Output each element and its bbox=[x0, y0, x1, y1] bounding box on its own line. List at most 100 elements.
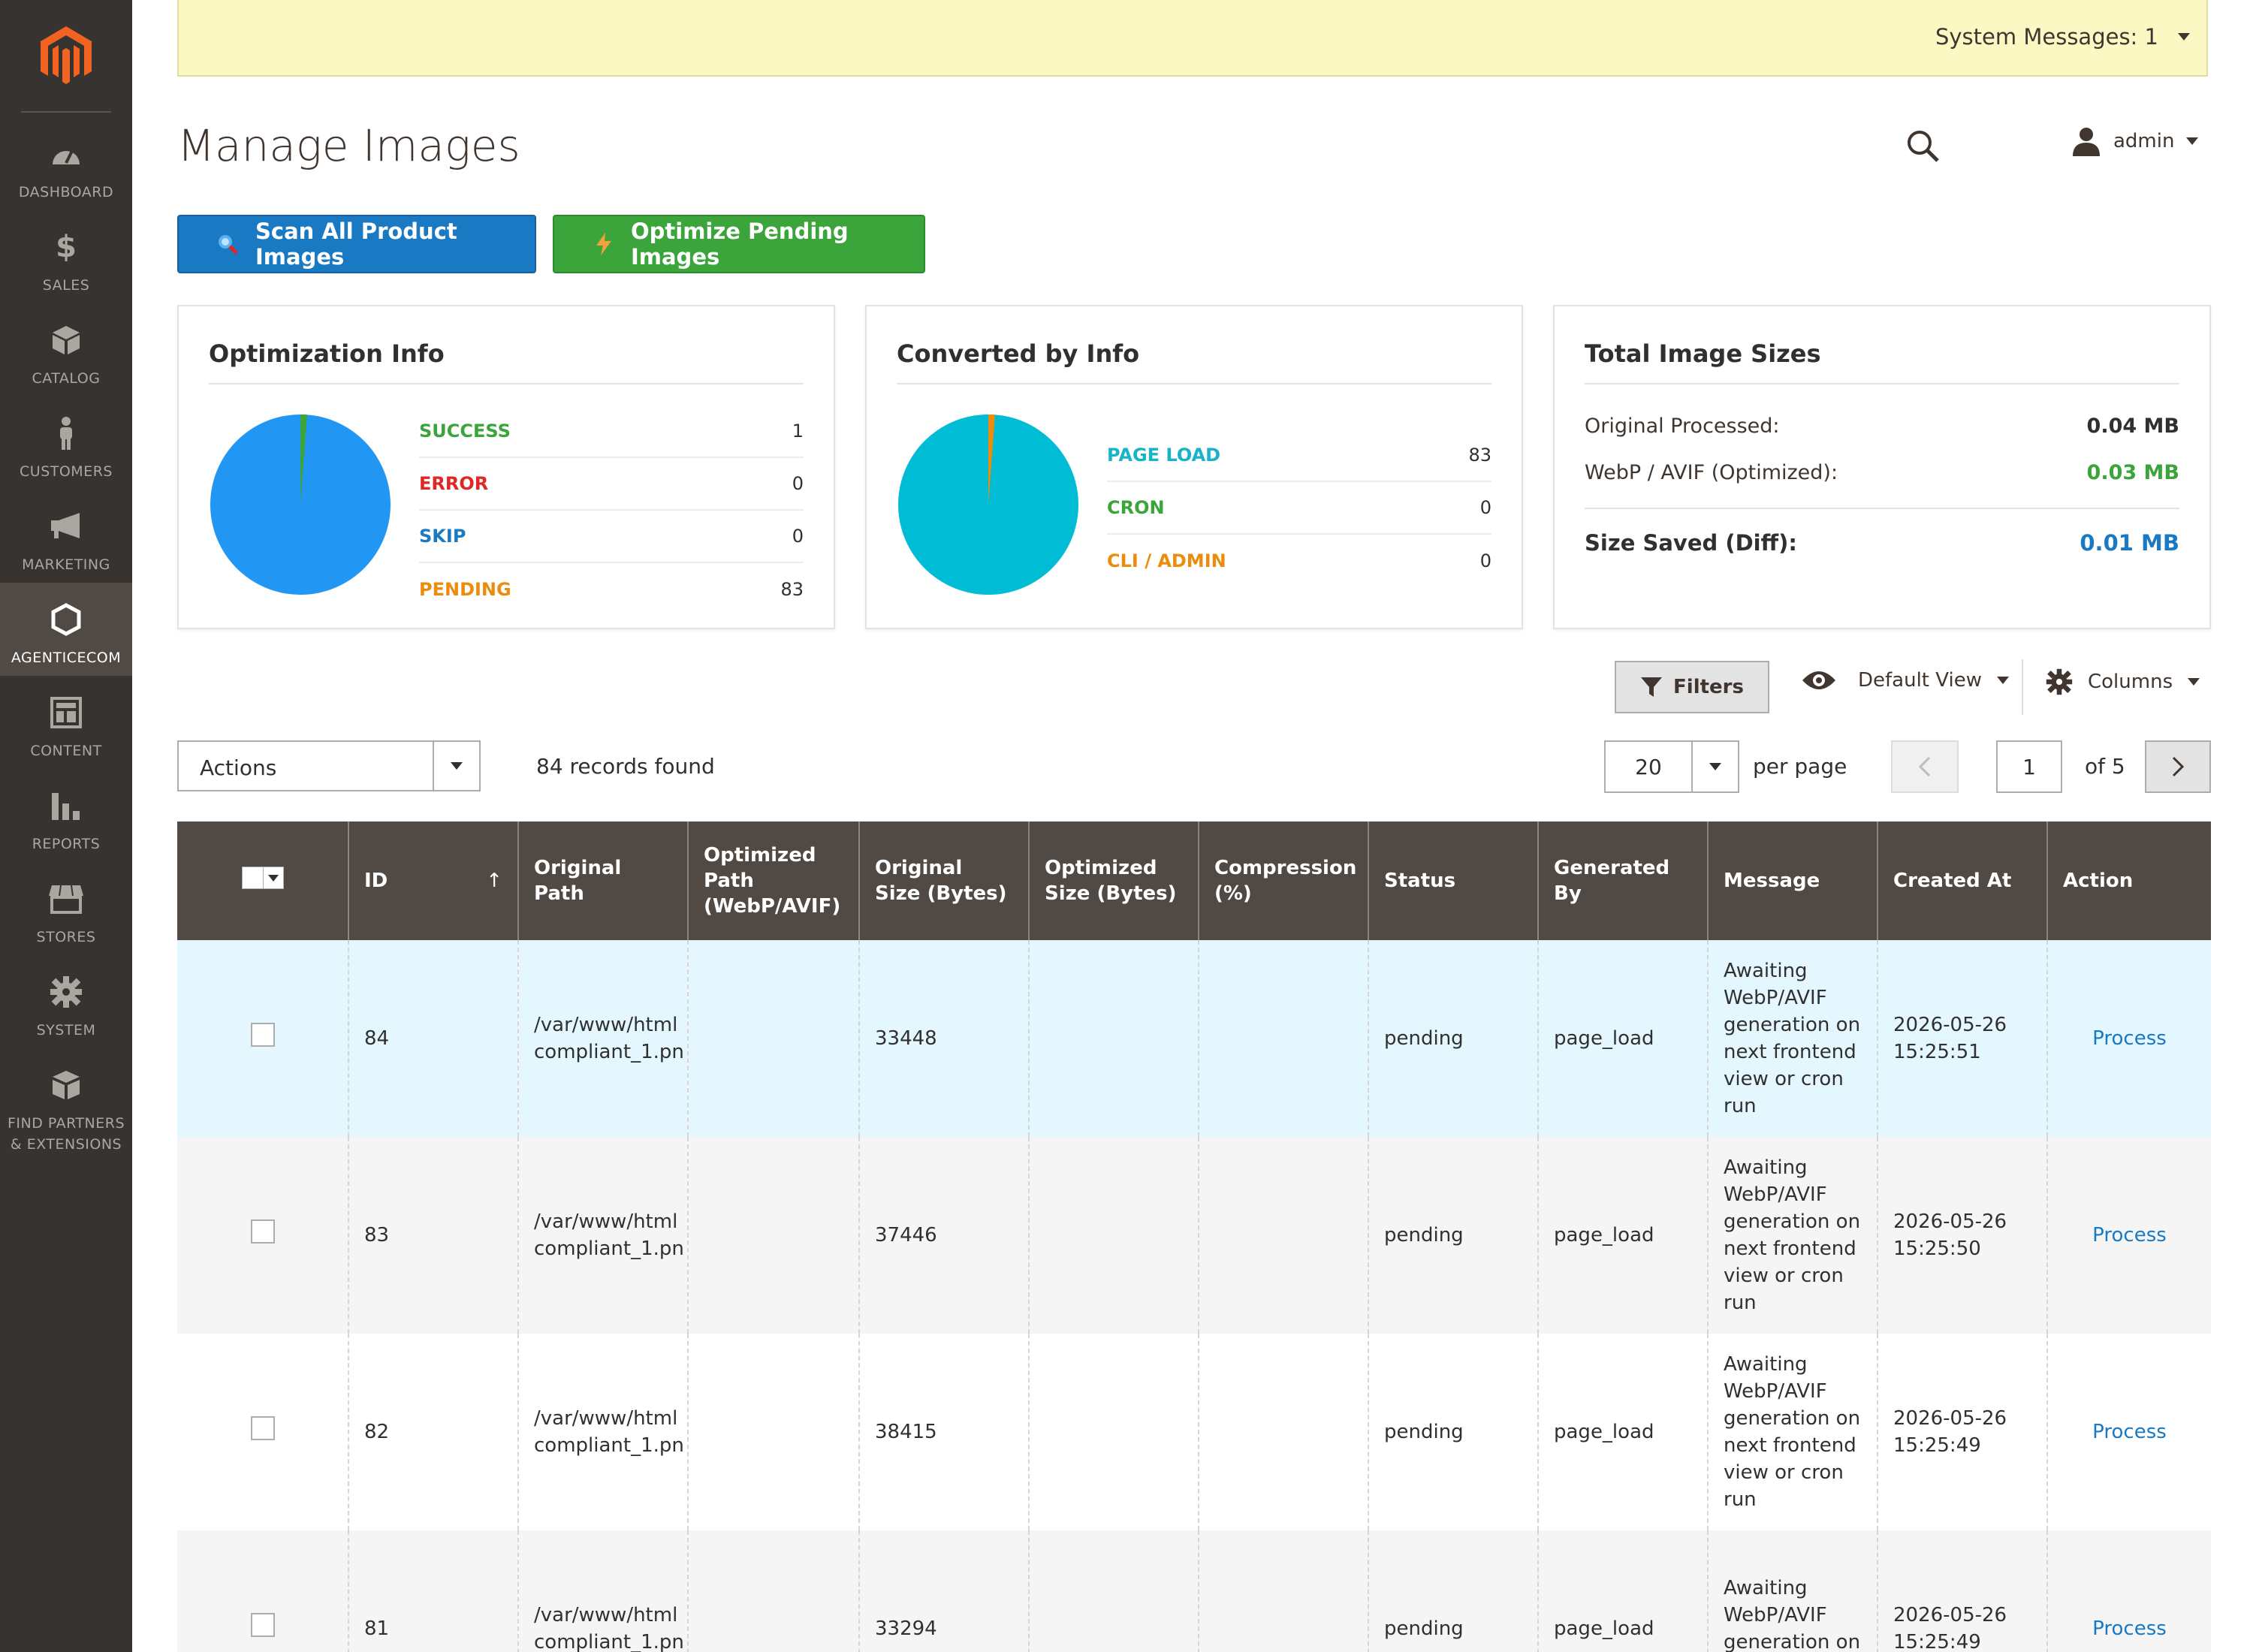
scan-all-images-button[interactable]: Scan All Product Images bbox=[177, 215, 536, 273]
table-row[interactable]: 81 /var/www/html compliant_1.pn 33294 pen… bbox=[177, 1530, 2211, 1652]
header-label: ID bbox=[364, 870, 388, 892]
sidebar-item-marketing[interactable]: MARKETING bbox=[0, 490, 132, 583]
per-page-label: per page bbox=[1753, 754, 1847, 779]
process-link[interactable]: Process bbox=[2092, 1617, 2167, 1640]
megaphone-icon bbox=[49, 509, 83, 544]
sidebar-item-content[interactable]: CONTENT bbox=[0, 676, 132, 769]
legend-value: 0 bbox=[1479, 497, 1491, 518]
admin-username: admin bbox=[2113, 130, 2175, 152]
sidebar-item-dashboard[interactable]: DASHBOARD bbox=[0, 117, 132, 210]
columns-dropdown[interactable]: Columns bbox=[2046, 668, 2200, 695]
sidebar-label: CONTENT bbox=[30, 743, 102, 759]
legend-label: SKIP bbox=[419, 526, 466, 547]
column-header-action: Action bbox=[2046, 821, 2211, 940]
column-header-message[interactable]: Message bbox=[1707, 821, 1878, 940]
card-divider bbox=[1585, 383, 2179, 384]
legend-label: PAGE LOAD bbox=[1107, 445, 1221, 466]
table-row[interactable]: 82 /var/www/html compliant_1.pn 38415 pen… bbox=[177, 1334, 2211, 1530]
column-header-generated-by[interactable]: Generated By bbox=[1537, 821, 1708, 940]
boxes-icon bbox=[49, 1068, 83, 1102]
cell-generated-by: page_load bbox=[1537, 1137, 1708, 1334]
table-row[interactable]: 84 /var/www/html compliant_1.pn 33448 pen… bbox=[177, 940, 2211, 1137]
legend-value: 0 bbox=[1479, 550, 1491, 571]
row-checkbox[interactable] bbox=[250, 1613, 275, 1637]
column-header-optimized-size[interactable]: Optimized Size (Bytes) bbox=[1028, 821, 1199, 940]
per-page-dropdown-button[interactable] bbox=[1691, 740, 1739, 793]
sidebar-item-reports[interactable]: REPORTS bbox=[0, 769, 132, 862]
cell-optimized-size bbox=[1028, 940, 1199, 1137]
column-header-status[interactable]: Status bbox=[1368, 821, 1538, 940]
legend-row-error: ERROR 0 bbox=[419, 458, 804, 511]
sidebar-item-sales[interactable]: $ SALES bbox=[0, 210, 132, 303]
hexagon-icon bbox=[49, 602, 83, 637]
user-icon bbox=[2073, 128, 2100, 156]
size-saved-label: Size Saved (Diff): bbox=[1585, 530, 1797, 556]
column-header-optimized-path[interactable]: Optimized Path (WebP/AVIF) bbox=[687, 821, 859, 940]
row-select-cell bbox=[177, 940, 348, 1137]
mass-select-checkbox[interactable] bbox=[241, 867, 284, 889]
card-divider bbox=[897, 383, 1491, 384]
legend-row-page-load: PAGE LOAD 83 bbox=[1107, 430, 1491, 482]
sidebar-item-find-partners[interactable]: FIND PARTNERS & EXTENSIONS bbox=[0, 1048, 132, 1161]
system-messages-toggle[interactable]: System Messages: 1 bbox=[1935, 24, 2158, 50]
column-header-id[interactable]: ID ↑ bbox=[348, 821, 518, 940]
table-row[interactable]: 83 /var/www/html compliant_1.pn 37446 pen… bbox=[177, 1137, 2211, 1334]
dollar-icon: $ bbox=[56, 230, 77, 264]
sidebar-item-customers[interactable]: CUSTOMERS bbox=[0, 396, 132, 490]
magento-logo[interactable] bbox=[0, 0, 132, 113]
per-page-value[interactable]: 20 bbox=[1604, 740, 1693, 793]
column-header-compression[interactable]: Compression (%) bbox=[1198, 821, 1368, 940]
process-link[interactable]: Process bbox=[2092, 1027, 2167, 1050]
created-date: 2026-05-26 bbox=[1893, 1014, 2007, 1036]
funnel-icon bbox=[1641, 677, 1663, 697]
sidebar-item-system[interactable]: SYSTEM bbox=[0, 955, 132, 1048]
page-number-input[interactable]: 1 bbox=[1996, 740, 2062, 793]
actions-dropdown-button[interactable] bbox=[433, 742, 479, 790]
created-date: 2026-05-26 bbox=[1893, 1604, 2007, 1626]
mass-actions-select[interactable]: Actions bbox=[177, 740, 481, 791]
column-header-original-path[interactable]: Original Path bbox=[517, 821, 688, 940]
cell-generated-by: page_load bbox=[1537, 1334, 1708, 1530]
sidebar-item-catalog[interactable]: CATALOG bbox=[0, 303, 132, 396]
optimize-pending-button[interactable]: Optimize Pending Images bbox=[553, 215, 925, 273]
legend-row-pending: PENDING 83 bbox=[419, 563, 804, 616]
sidebar-item-agenticecom[interactable]: AGENTICECOM bbox=[0, 583, 132, 676]
cell-id: 84 bbox=[348, 940, 518, 1137]
legend-value: 0 bbox=[792, 526, 804, 547]
images-grid: ID ↑ Original Path Optimized Path (WebP/A… bbox=[177, 821, 2211, 1652]
cell-compression bbox=[1198, 1530, 1368, 1652]
size-saved-value: 0.01 MB bbox=[2080, 530, 2179, 556]
sidebar-label: DASHBOARD bbox=[18, 184, 114, 200]
path-line: compliant_1.pn bbox=[534, 1041, 684, 1063]
cell-created-at: 2026-05-26 15:25:49 bbox=[1877, 1334, 2047, 1530]
columns-label: Columns bbox=[2088, 671, 2173, 693]
column-header-original-size[interactable]: Original Size (Bytes) bbox=[858, 821, 1029, 940]
legend-label: PENDING bbox=[419, 579, 511, 600]
cell-optimized-path bbox=[687, 1334, 859, 1530]
created-time: 15:25:51 bbox=[1893, 1041, 1981, 1063]
converted-by-info-card: Converted by Info PAGE LOAD 83 CRON 0 CL… bbox=[865, 305, 1523, 629]
default-view-dropdown[interactable]: Default View bbox=[1801, 668, 2009, 692]
sidebar-item-stores[interactable]: STORES bbox=[0, 862, 132, 955]
cell-optimized-path bbox=[687, 940, 859, 1137]
toolbar-separator bbox=[2022, 659, 2023, 715]
next-page-button[interactable] bbox=[2145, 740, 2211, 793]
cube-icon bbox=[49, 323, 83, 357]
column-header-created-at[interactable]: Created At bbox=[1877, 821, 2047, 940]
row-checkbox[interactable] bbox=[250, 1416, 275, 1440]
search-icon[interactable] bbox=[1905, 128, 1941, 164]
cell-generated-by: page_load bbox=[1537, 1530, 1708, 1652]
filters-button[interactable]: Filters bbox=[1615, 661, 1769, 713]
process-link[interactable]: Process bbox=[2092, 1224, 2167, 1247]
legend-row-success: SUCCESS 1 bbox=[419, 405, 804, 458]
cell-message: Awaiting WebP/AVIF generation on next fr… bbox=[1707, 940, 1878, 1137]
optimization-pie-chart bbox=[210, 414, 391, 595]
row-checkbox[interactable] bbox=[250, 1219, 275, 1244]
previous-page-button[interactable] bbox=[1891, 740, 1959, 793]
cell-original-path: /var/www/html compliant_1.pn bbox=[517, 940, 688, 1137]
cell-message: Awaiting WebP/AVIF generation on next fr… bbox=[1707, 1137, 1878, 1334]
chevron-down-icon[interactable] bbox=[2178, 33, 2190, 41]
row-checkbox[interactable] bbox=[250, 1023, 275, 1047]
admin-user-menu[interactable]: admin bbox=[2071, 126, 2199, 156]
process-link[interactable]: Process bbox=[2092, 1421, 2167, 1443]
